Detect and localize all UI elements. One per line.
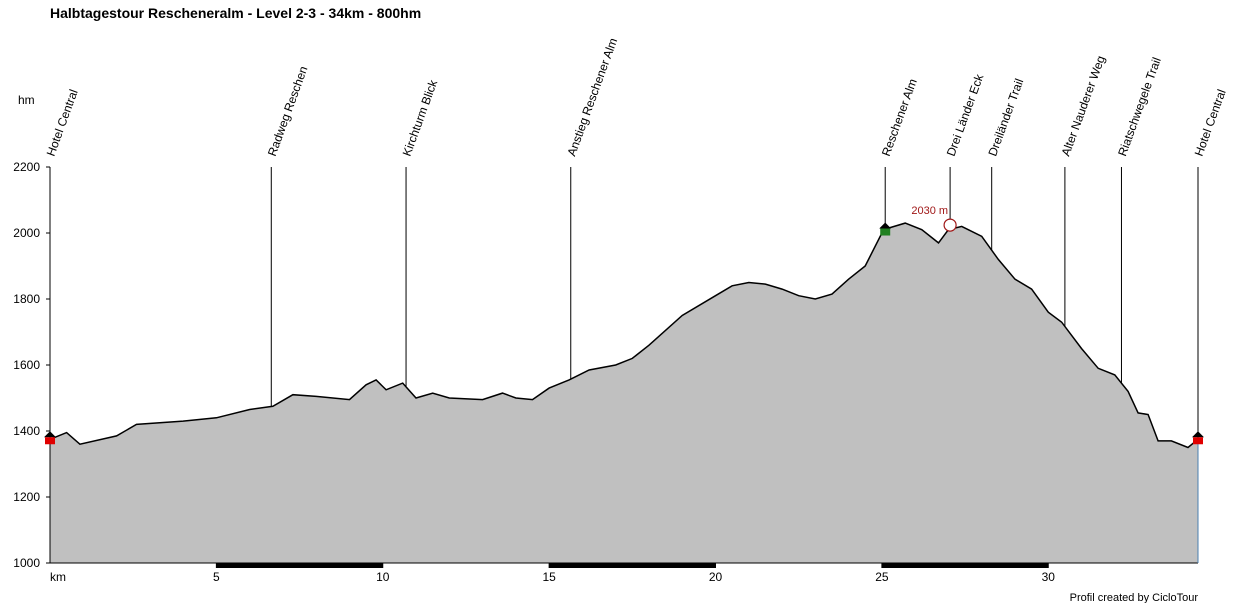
waypoint-label: Hotel Central	[1192, 87, 1229, 158]
x-tick-label: 25	[875, 570, 889, 584]
waypoint-icon	[44, 431, 56, 438]
y-axis-label: hm	[18, 93, 35, 107]
max-marker	[943, 218, 957, 232]
waypoint-label: Hotel Central	[44, 87, 81, 158]
axis-band	[549, 563, 716, 568]
x-tick-label: 15	[542, 570, 556, 584]
y-tick-label: 2000	[13, 226, 40, 240]
waypoint-icon	[1192, 431, 1204, 438]
waypoint-label: Drei Länder Eck	[944, 71, 987, 158]
waypoint-icon	[879, 222, 892, 229]
chart-title: Halbtagestour Rescheneralm - Level 2-3 -…	[50, 5, 421, 21]
waypoint-icon	[880, 228, 891, 236]
waypoint-icon	[45, 437, 55, 445]
waypoint-label: Radweg Reschen	[265, 64, 311, 158]
waypoint-icon	[1193, 437, 1203, 445]
waypoint-label: Dreiländer Trail	[985, 77, 1026, 158]
x-tick-label: 5	[213, 570, 220, 584]
y-tick-label: 1800	[13, 292, 40, 306]
axis-band	[216, 563, 383, 568]
y-tick-label: 1000	[13, 556, 40, 570]
x-tick-label: 30	[1042, 570, 1056, 584]
max-label: 2030 m	[911, 205, 948, 217]
y-tick-label: 1200	[13, 490, 40, 504]
axis-band	[881, 563, 1049, 568]
x-axis-label: km	[50, 570, 66, 584]
waypoint-label: Kirchturm Blick	[400, 77, 441, 158]
x-tick-label: 20	[709, 570, 723, 584]
y-tick-label: 1600	[13, 358, 40, 372]
y-tick-label: 2200	[13, 160, 40, 174]
waypoint-label: Reschener Alm	[879, 77, 920, 158]
waypoint-label: Alter Nauderer Weg	[1059, 54, 1108, 158]
credit: Profil created by CicloTour	[1070, 592, 1199, 603]
waypoint-label: Riatschwegele Trail	[1115, 55, 1164, 158]
profile-line	[49, 222, 1199, 449]
waypoint-label: Anstieg Reschener Alm	[564, 36, 620, 158]
y-tick-label: 1400	[13, 424, 40, 438]
profile-area	[50, 223, 1198, 563]
x-tick-label: 10	[376, 570, 390, 584]
